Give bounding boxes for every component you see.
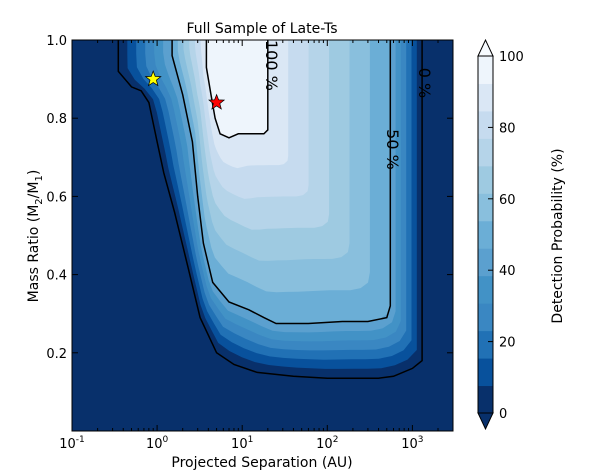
y-tick-label: 1.0 xyxy=(46,34,67,49)
colorbar-band xyxy=(478,303,493,332)
y-tick-label: 0.2 xyxy=(46,347,67,362)
colorbar-frame xyxy=(477,55,494,414)
contour-label-100: 100 % xyxy=(262,40,281,91)
colorbar-band xyxy=(478,358,493,387)
x-tick-label: 102 xyxy=(316,435,338,452)
y-tick-label: 0.8 xyxy=(46,112,67,127)
x-tick-label: 103 xyxy=(401,435,423,452)
colorbar-band xyxy=(478,165,493,194)
colorbar-band xyxy=(478,83,493,112)
x-axis-label: Projected Separation (AU) xyxy=(171,455,352,471)
x-tick-label: 101 xyxy=(231,435,253,452)
y-axis-label: Mass Ratio (M2/M1) xyxy=(26,170,45,303)
colorbar-tick-label: 80 xyxy=(499,121,516,136)
plot-area: 0 % 50 % 100 % 10-1 100 101 102 103 0.2 0.4 0.6 0… xyxy=(46,34,454,452)
contour-line-100 xyxy=(205,40,269,139)
y-tick-label: 0.4 xyxy=(46,269,67,284)
colorbar-band xyxy=(478,248,493,277)
x-tick-label: 100 xyxy=(146,435,169,452)
contour-line-50 xyxy=(171,40,392,325)
colorbar-band xyxy=(478,193,493,222)
colorbar-label: Detection Probability (%) xyxy=(550,148,566,323)
colorbar-band xyxy=(478,385,493,414)
colorbar-band xyxy=(478,138,493,167)
colorbar-max-extension xyxy=(477,38,494,57)
chart-title: Full Sample of Late-Ts xyxy=(186,21,337,37)
colorbar-tick-label: 20 xyxy=(499,336,516,351)
contour-line-0 xyxy=(117,40,423,379)
colorbar: 0 20 40 60 80 100 Detection Probability (%) xyxy=(477,38,566,431)
y-tick-label: 0.6 xyxy=(46,190,67,205)
colorbar-band xyxy=(478,275,493,304)
red-star-marker xyxy=(208,93,226,110)
colorbar-tick-label: 100 xyxy=(499,50,524,65)
x-tick-label: 10-1 xyxy=(59,435,85,452)
colorbar-band xyxy=(478,330,493,359)
colorbar-band xyxy=(478,56,493,84)
colorbar-band xyxy=(478,110,493,139)
colorbar-min-extension xyxy=(477,412,494,431)
heatmap-band xyxy=(206,40,268,138)
yellow-star-marker xyxy=(144,70,162,87)
contour-label-50: 50 % xyxy=(383,129,402,170)
colorbar-tick-label: 40 xyxy=(499,264,516,279)
contour-label-0: 0 % xyxy=(415,68,434,98)
colorbar-band xyxy=(478,220,493,249)
plot-frame xyxy=(71,39,454,432)
colorbar-tick-label: 60 xyxy=(499,193,516,208)
colorbar-tick-label: 0 xyxy=(499,407,507,422)
